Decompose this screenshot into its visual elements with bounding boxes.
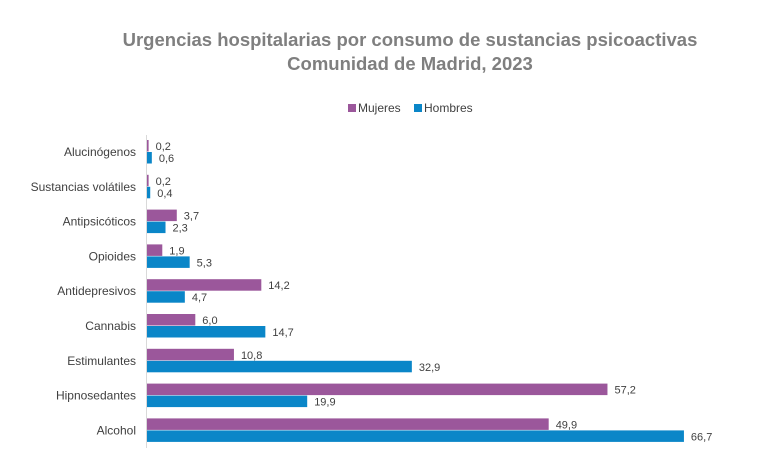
category-label: Alucinógenos — [64, 145, 136, 159]
data-label-mujeres: 14,2 — [268, 280, 289, 292]
category-label: Hipnosedantes — [56, 389, 136, 403]
data-label-hombres: 14,7 — [272, 327, 293, 339]
data-label-mujeres: 10,8 — [241, 350, 262, 362]
data-label-mujeres: 0,2 — [156, 176, 171, 188]
bar-mujeres — [147, 209, 177, 222]
data-label-mujeres: 57,2 — [614, 385, 635, 397]
data-label-mujeres: 6,0 — [202, 315, 217, 327]
category-label: Sustancias volátiles — [31, 180, 136, 194]
data-label-hombres: 5,3 — [197, 257, 212, 269]
data-label-hombres: 32,9 — [419, 362, 440, 374]
bar-hombres — [147, 430, 684, 442]
bar-hombres — [147, 152, 152, 164]
legend-swatch-mujeres — [348, 104, 356, 112]
bar-hombres — [147, 360, 412, 373]
data-label-hombres: 0,4 — [157, 188, 172, 200]
category-label: Opioides — [89, 249, 136, 263]
bar-hombres — [147, 291, 185, 303]
legend: Mujeres Hombres — [348, 101, 473, 115]
bar-hombres — [147, 256, 190, 268]
data-label-mujeres: 3,7 — [184, 211, 199, 223]
legend-label-hombres: Hombres — [424, 101, 473, 115]
data-label-mujeres: 0,2 — [156, 141, 171, 153]
legend-swatch-hombres — [414, 104, 422, 112]
chart-title: Urgencias hospitalarias por consumo de s… — [123, 29, 698, 50]
bar-mujeres — [147, 418, 549, 430]
bar-mujeres — [147, 174, 149, 187]
bar-mujeres — [147, 279, 262, 291]
bar-mujeres — [147, 314, 196, 326]
data-label-mujeres: 49,9 — [556, 419, 577, 431]
category-label: Cannabis — [85, 319, 136, 333]
category-label: Antidepresivos — [57, 284, 136, 298]
bar-mujeres — [147, 244, 163, 256]
data-label-hombres: 19,9 — [314, 397, 335, 409]
category-label: Antipsicóticos — [63, 215, 136, 229]
data-label-hombres: 0,6 — [159, 153, 174, 165]
data-label-mujeres: 1,9 — [169, 245, 184, 257]
bar-hombres — [147, 326, 266, 338]
bar-mujeres — [147, 348, 234, 361]
bar-mujeres — [147, 383, 608, 396]
bar-hombres — [147, 395, 308, 408]
chart-subtitle: Comunidad de Madrid, 2023 — [287, 53, 533, 74]
bar-hombres — [147, 221, 166, 234]
bar-hombres — [147, 186, 151, 199]
data-label-hombres: 4,7 — [192, 292, 207, 304]
category-label: Estimulantes — [67, 354, 136, 368]
data-label-hombres: 66,7 — [691, 431, 712, 443]
bar-mujeres — [147, 140, 149, 152]
category-label: Alcohol — [97, 423, 136, 437]
legend-label-mujeres: Mujeres — [358, 101, 401, 115]
data-label-hombres: 2,3 — [173, 223, 188, 235]
